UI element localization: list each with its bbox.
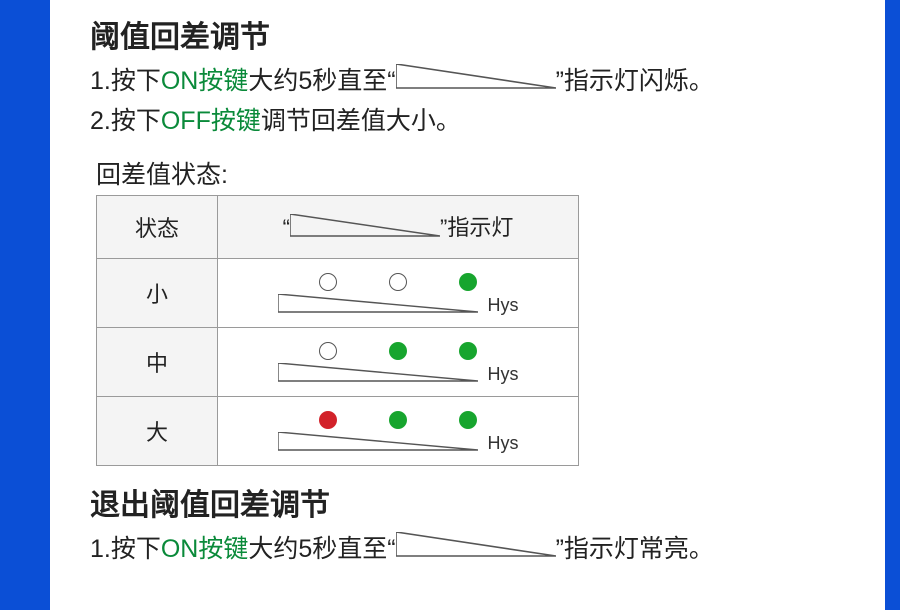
section2-step1: 1.按下ON按键大约5秒直至“ ”指示灯常亮。 <box>90 530 845 570</box>
led-dot <box>459 342 477 360</box>
section2: 退出阈值回差调节 1.按下ON按键大约5秒直至“ ”指示灯常亮。 <box>90 480 845 570</box>
hys-label: Hys <box>488 295 519 316</box>
indicator-cell: Hys <box>218 327 579 396</box>
s1s2-btn: OFF按键 <box>161 107 261 135</box>
table-row: 大 Hys <box>97 396 579 465</box>
hdr-pre: “ <box>283 215 290 240</box>
s2s1-pre: 1.按下 <box>90 535 161 563</box>
hys-label: Hys <box>488 364 519 385</box>
hysteresis-table: 状态 “ ”指示灯 小 Hys 中 <box>96 195 579 466</box>
wedge-icon <box>396 63 556 102</box>
section2-title: 退出阈值回差调节 <box>90 480 845 524</box>
led-dot <box>459 411 477 429</box>
section1-title: 阈值回差调节 <box>90 12 845 56</box>
led-dot <box>389 411 407 429</box>
wedge-icon <box>278 363 478 383</box>
section1-step1: 1.按下ON按键大约5秒直至“ ”指示灯闪烁。 <box>90 62 845 102</box>
wedge-icon <box>278 432 478 452</box>
wedge-icon <box>396 531 556 570</box>
led-dot <box>319 411 337 429</box>
dot-row <box>293 411 503 429</box>
dot-row <box>293 342 503 360</box>
col-indicator: “ ”指示灯 <box>218 195 579 258</box>
s1s1-post: ”指示灯闪烁。 <box>556 67 714 95</box>
wedge-icon <box>278 294 478 314</box>
hys-scale: Hys <box>268 431 528 452</box>
led-dot <box>389 273 407 291</box>
instruction-card: 阈值回差调节 1.按下ON按键大约5秒直至“”指示灯闪烁。 2.按下OFF按键调… <box>50 0 885 610</box>
s2s1-post: ”指示灯常亮。 <box>556 535 714 563</box>
state-cell: 小 <box>97 258 218 327</box>
hys-label: Hys <box>488 433 519 454</box>
dot-row <box>293 273 503 291</box>
indicator-cell: Hys <box>218 258 579 327</box>
indicator-cell: Hys <box>218 396 579 465</box>
led-dot <box>319 342 337 360</box>
table-row: 中 Hys <box>97 327 579 396</box>
led-dot <box>459 273 477 291</box>
hys-scale: Hys <box>268 293 528 314</box>
hdr-post: ”指示灯 <box>440 215 513 240</box>
led-dot <box>389 342 407 360</box>
hys-scale: Hys <box>268 362 528 383</box>
s1s2-post: 调节回差值大小。 <box>261 107 461 135</box>
table-caption: 回差值状态: <box>96 155 845 191</box>
table-header-row: 状态 “ ”指示灯 <box>97 195 579 258</box>
s2s1-btn: ON按键 <box>161 535 249 563</box>
state-cell: 中 <box>97 327 218 396</box>
s1s1-mid: 大约5秒直至“ <box>248 67 395 95</box>
col-state: 状态 <box>97 195 218 258</box>
wedge-icon <box>290 214 440 244</box>
s2s1-mid: 大约5秒直至“ <box>248 535 395 563</box>
section1-step2: 2.按下OFF按键调节回差值大小。 <box>90 102 845 141</box>
s1s2-pre: 2.按下 <box>90 107 161 135</box>
s1s1-pre: 1.按下 <box>90 67 161 95</box>
state-cell: 大 <box>97 396 218 465</box>
table-row: 小 Hys <box>97 258 579 327</box>
led-dot <box>319 273 337 291</box>
s1s1-btn: ON按键 <box>161 67 249 95</box>
